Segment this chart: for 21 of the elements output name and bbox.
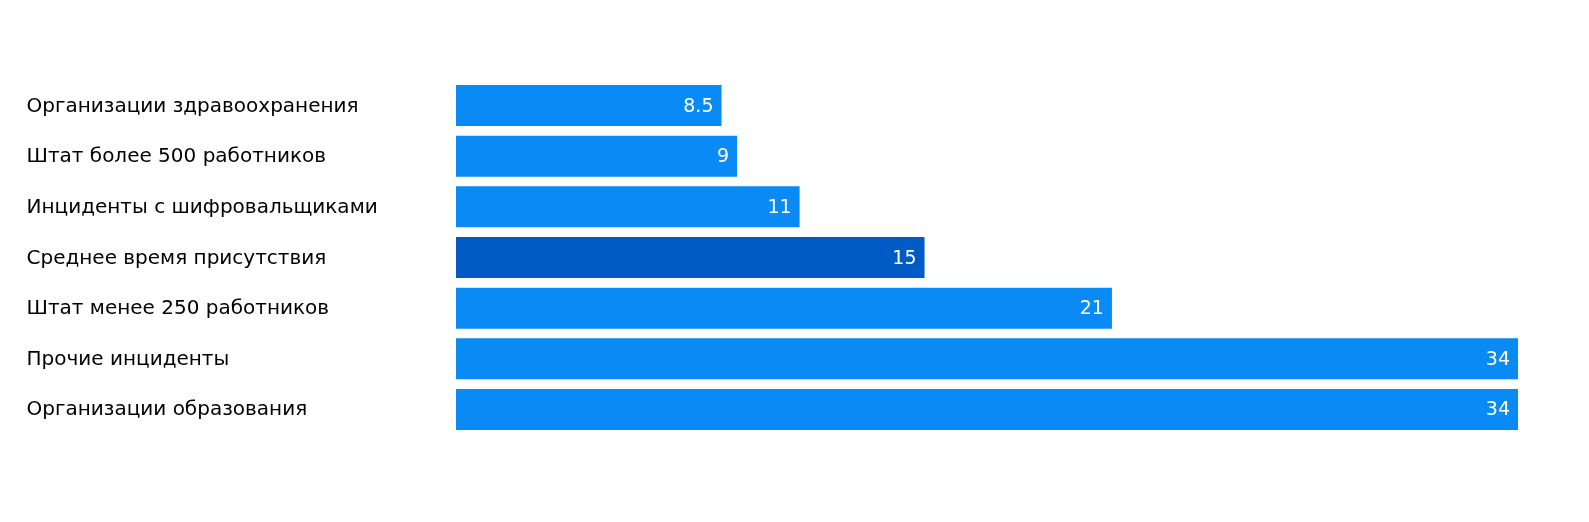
data-label: 34 — [1485, 346, 1510, 369]
y-tick-label: Среднее время присутствия — [26, 244, 327, 269]
bar — [456, 85, 722, 127]
y-tick-label: Инциденты с шифровальщиками — [26, 193, 378, 218]
y-tick-label: Штат более 500 работников — [26, 143, 327, 168]
bar — [456, 287, 1112, 329]
y-tick-label: Штат менее 250 работников — [26, 295, 330, 320]
bar — [456, 135, 738, 177]
data-label: 34 — [1485, 397, 1510, 420]
data-label: 11 — [767, 194, 792, 217]
data-label: 21 — [1079, 296, 1104, 319]
bar — [456, 236, 925, 279]
bar — [456, 388, 1518, 430]
data-label: 9 — [717, 144, 730, 167]
y-tick-label: Организации здравоохранения — [26, 92, 359, 117]
data-label: 8.5 — [683, 93, 714, 116]
bar — [456, 338, 1518, 380]
y-tick-label: Прочие инциденты — [26, 345, 230, 370]
bar — [456, 186, 800, 228]
y-tick-label: Организации образования — [26, 396, 308, 421]
data-label: 15 — [892, 245, 917, 268]
